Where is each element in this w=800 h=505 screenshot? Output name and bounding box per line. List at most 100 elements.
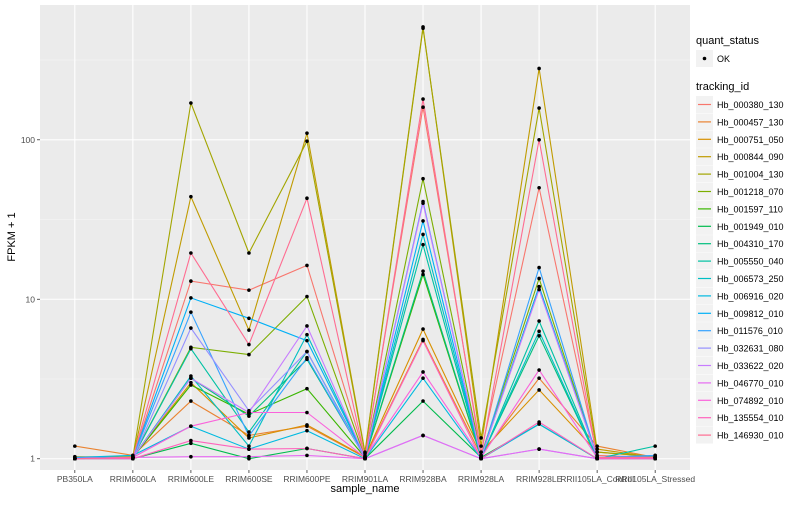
data-point bbox=[305, 196, 309, 201]
data-point bbox=[305, 386, 309, 391]
data-point bbox=[247, 288, 251, 292]
legend-label: Hb_074892_010 bbox=[717, 396, 784, 406]
data-point bbox=[653, 455, 657, 460]
data-point bbox=[363, 451, 367, 456]
data-point bbox=[305, 428, 309, 433]
data-point bbox=[305, 349, 309, 354]
legend-label: Hb_135554_010 bbox=[717, 413, 784, 423]
data-point bbox=[305, 332, 309, 337]
data-point bbox=[305, 139, 309, 143]
data-point bbox=[247, 444, 251, 448]
legend-title-tracking-id: tracking_id bbox=[696, 81, 749, 93]
x-tick-label: RRII105LA_Control bbox=[560, 474, 634, 484]
data-point bbox=[305, 423, 309, 427]
data-point bbox=[421, 338, 425, 343]
data-point bbox=[421, 327, 425, 331]
y-tick-label: 10 bbox=[26, 294, 36, 304]
data-point bbox=[247, 352, 251, 357]
data-point bbox=[595, 450, 599, 454]
data-point bbox=[189, 441, 193, 446]
data-point bbox=[421, 219, 425, 223]
data-point bbox=[247, 328, 251, 332]
data-point bbox=[305, 446, 309, 451]
legend-label: Hb_146930_010 bbox=[717, 431, 784, 441]
data-point bbox=[305, 338, 309, 343]
legend: quant_status OK tracking_id Hb_000380_13… bbox=[696, 35, 784, 444]
legend-label: Hb_001949_010 bbox=[717, 222, 784, 232]
x-tick-label: PB350LA bbox=[57, 474, 93, 484]
data-point bbox=[305, 453, 309, 458]
legend-label: Hb_000380_130 bbox=[717, 100, 784, 110]
legend-label: Hb_009812_010 bbox=[717, 309, 784, 319]
data-point bbox=[421, 26, 425, 31]
data-point bbox=[421, 105, 425, 110]
data-point bbox=[247, 316, 251, 321]
legend-label: Hb_000751_050 bbox=[717, 135, 784, 145]
data-point bbox=[189, 424, 193, 428]
data-point bbox=[595, 444, 599, 448]
data-point bbox=[189, 251, 193, 255]
x-tick-label: RRIM901LA bbox=[342, 474, 389, 484]
data-point bbox=[189, 279, 193, 283]
legend-label: Hb_006573_250 bbox=[717, 274, 784, 284]
data-point bbox=[479, 444, 483, 448]
data-point bbox=[189, 376, 193, 380]
x-tick-label: RRIM600LE bbox=[168, 474, 215, 484]
data-point bbox=[537, 319, 541, 323]
data-point bbox=[189, 326, 193, 330]
legend-label: Hb_011576_010 bbox=[717, 326, 783, 336]
data-point bbox=[247, 410, 251, 415]
data-point bbox=[537, 137, 541, 142]
legend-label: Hb_032631_080 bbox=[717, 344, 784, 354]
data-point bbox=[421, 433, 425, 438]
data-point bbox=[247, 251, 251, 255]
x-tick-label: RRIM600LA bbox=[110, 474, 157, 484]
x-axis-title: sample_name bbox=[330, 483, 399, 495]
data-point bbox=[131, 455, 135, 460]
data-point bbox=[305, 355, 309, 360]
data-point bbox=[537, 388, 541, 392]
legend-label: Hb_006916_020 bbox=[717, 291, 784, 301]
data-point bbox=[247, 454, 251, 459]
data-point bbox=[537, 276, 541, 281]
data-point bbox=[247, 434, 251, 438]
data-point bbox=[305, 324, 309, 328]
legend-label: Hb_033622_020 bbox=[717, 361, 784, 371]
legend-point-ok bbox=[702, 56, 707, 61]
data-point bbox=[421, 272, 425, 277]
data-point bbox=[421, 242, 425, 247]
x-tick-label: RRIM600PE bbox=[283, 474, 331, 484]
data-point bbox=[189, 346, 193, 351]
data-point bbox=[537, 185, 541, 190]
data-point bbox=[247, 447, 251, 451]
data-point bbox=[537, 66, 541, 71]
legend-label: Hb_004310_170 bbox=[717, 239, 784, 249]
y-tick-label: 1 bbox=[30, 454, 35, 464]
data-point bbox=[537, 376, 541, 380]
data-point bbox=[247, 342, 251, 347]
data-point bbox=[421, 97, 425, 101]
data-point bbox=[421, 269, 425, 273]
data-point bbox=[189, 383, 193, 387]
data-point bbox=[537, 106, 541, 110]
data-point bbox=[247, 414, 251, 418]
data-point bbox=[479, 456, 483, 461]
legend-label: Hb_000844_090 bbox=[717, 152, 784, 162]
data-point bbox=[73, 444, 77, 448]
data-point bbox=[421, 201, 425, 206]
legend-label: Hb_046770_010 bbox=[717, 378, 784, 388]
data-point bbox=[189, 194, 193, 199]
legend-label: Hb_001218_070 bbox=[717, 187, 784, 197]
data-point bbox=[363, 455, 367, 460]
data-point bbox=[421, 399, 425, 403]
legend-label: Hb_000457_130 bbox=[717, 117, 784, 127]
data-point bbox=[305, 410, 309, 415]
data-point bbox=[479, 453, 483, 458]
y-axis-title: FPKM + 1 bbox=[6, 212, 18, 261]
legend-label: Hb_001597_110 bbox=[717, 204, 783, 214]
x-tick-label: RRIM928LA bbox=[458, 474, 505, 484]
data-point bbox=[421, 376, 425, 380]
x-tick-label: RRIM928LE bbox=[516, 474, 563, 484]
data-point bbox=[189, 399, 193, 403]
y-tick-label: 100 bbox=[21, 135, 35, 145]
